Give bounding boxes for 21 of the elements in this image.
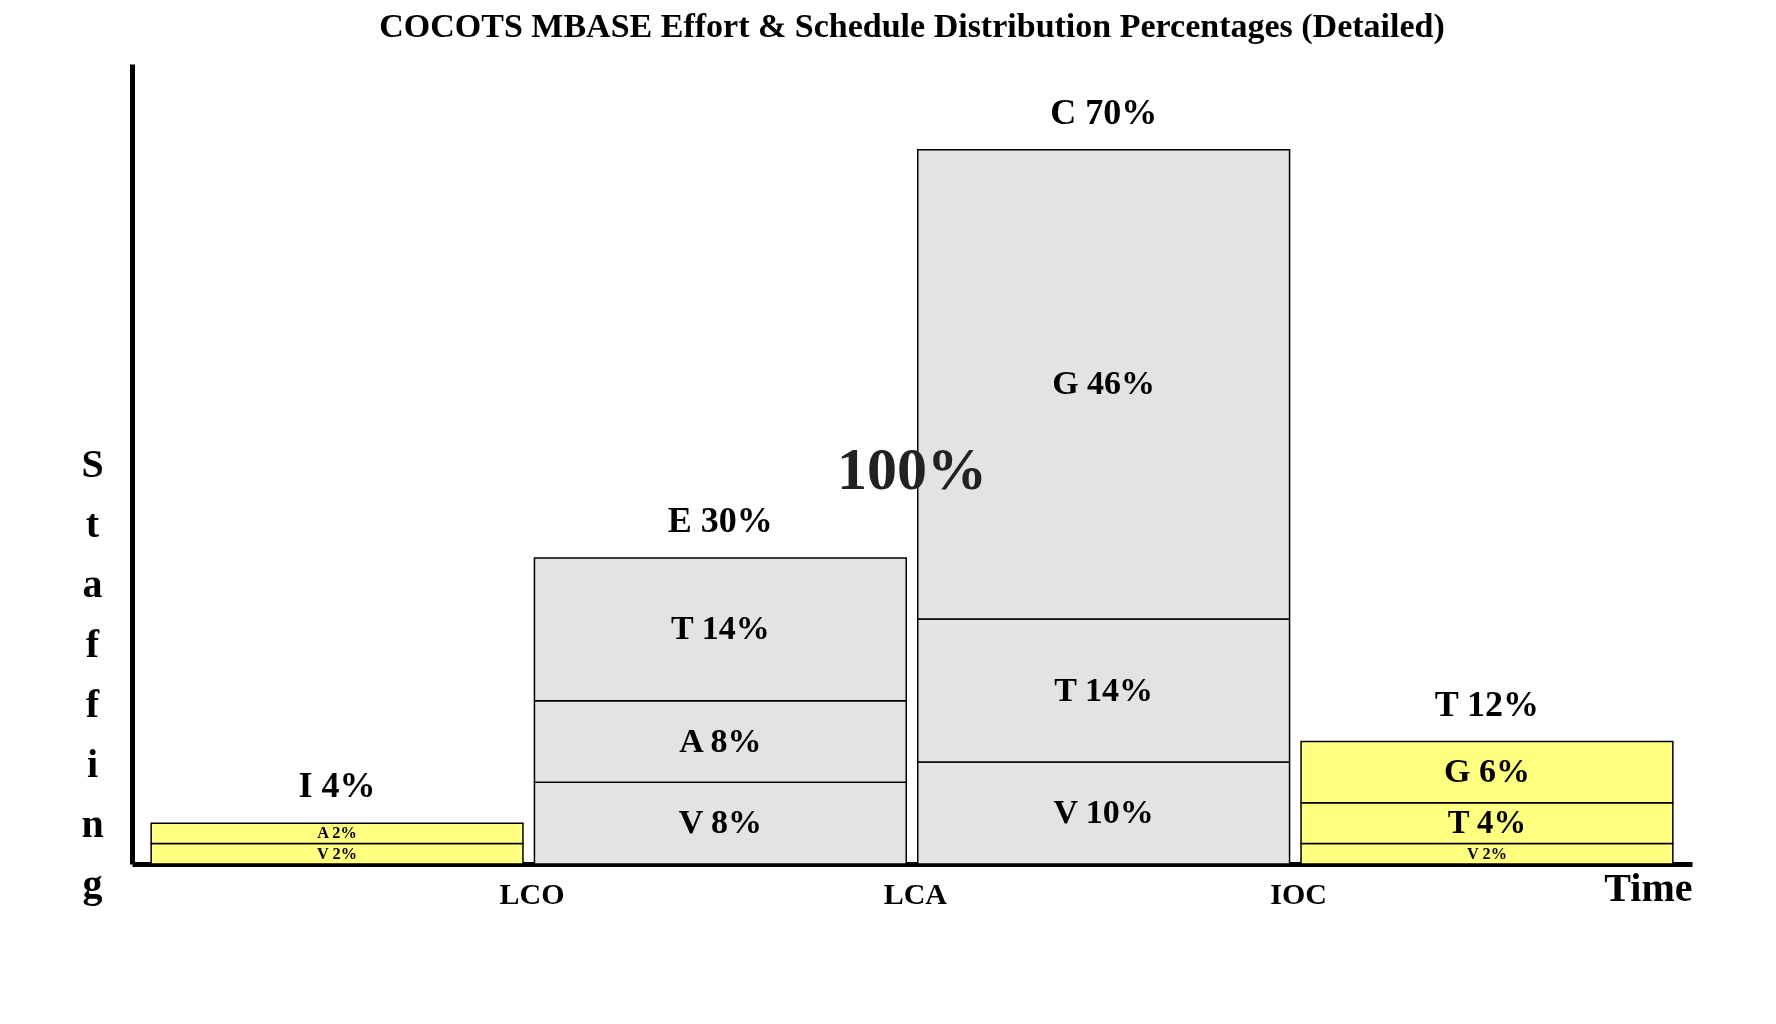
data-label: V 10%	[1053, 792, 1154, 830]
data-label: G 6%	[1443, 752, 1530, 790]
total-label: I 4%	[298, 765, 376, 806]
data-label: V 8%	[678, 803, 763, 841]
x-axis-title: Time	[1604, 864, 1693, 910]
data-label: A 2%	[317, 823, 357, 843]
total-label: C 70%	[1050, 91, 1158, 132]
data-label: A 8%	[679, 721, 762, 759]
data-label: T 14%	[1054, 670, 1153, 708]
data-label: G 46%	[1052, 364, 1156, 402]
data-label: V 2%	[317, 843, 358, 863]
data-label: T 4%	[1447, 804, 1527, 841]
total-label: T 12%	[1434, 683, 1540, 724]
total-label: E 30%	[667, 499, 773, 540]
text: LCO	[499, 877, 565, 910]
chart-title: COCOTS MBASE Effort & Schedule Distribution Percentages (Detailed)	[379, 7, 1445, 45]
data-label: T 14%	[671, 609, 770, 647]
text: LCA	[883, 877, 948, 910]
y-axis-title: Staffing	[81, 440, 104, 906]
text: IOC	[1270, 877, 1327, 910]
data-label: V 2%	[1466, 843, 1507, 863]
